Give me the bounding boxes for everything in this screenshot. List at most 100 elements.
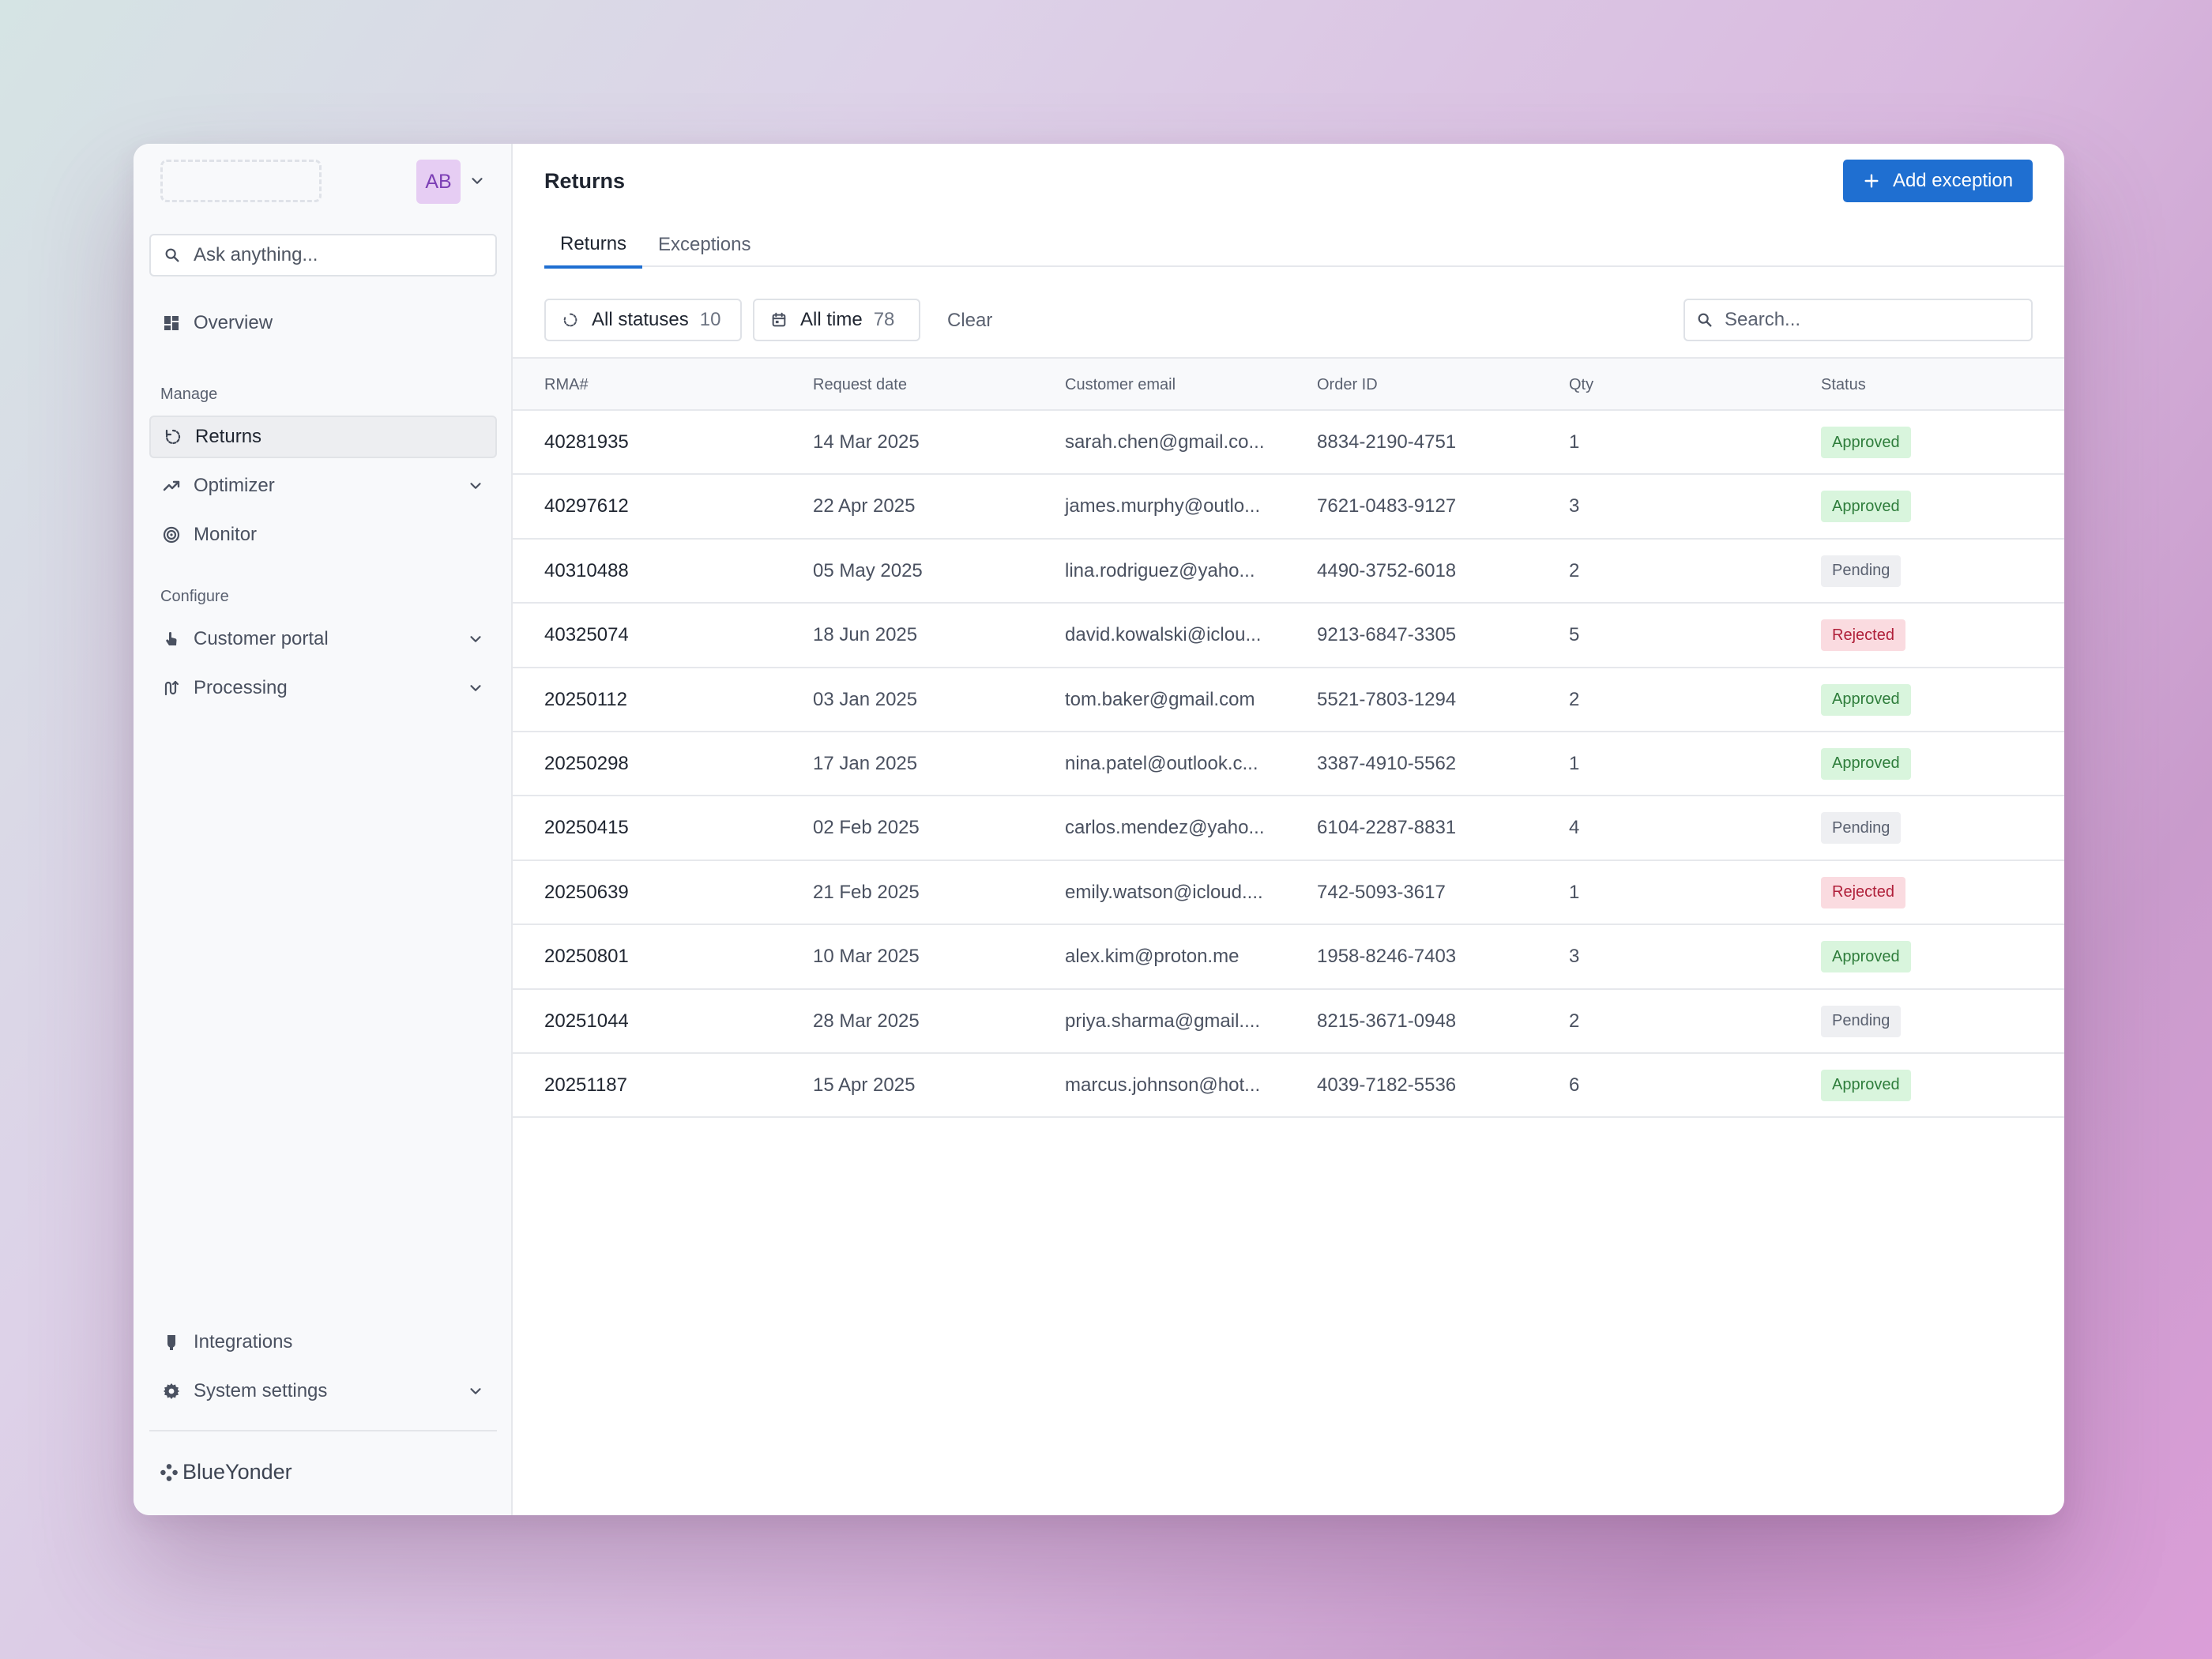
table-row[interactable]: 20251044 28 Mar 2025 priya.sharma@gmail...… bbox=[513, 990, 2064, 1054]
ask-anything-input[interactable] bbox=[194, 244, 486, 266]
chevron-down-icon[interactable] bbox=[467, 679, 484, 697]
customer-email: alex.kim@proton.me bbox=[1065, 946, 1240, 968]
table-row[interactable]: 20250801 10 Mar 2025 alex.kim@proton.me 195… bbox=[513, 925, 2064, 990]
rma-number: 20250298 bbox=[544, 752, 629, 774]
sidebar-item-label: System settings bbox=[194, 1380, 328, 1401]
sidebar-item-returns[interactable]: Returns bbox=[149, 416, 497, 458]
rma-number: 20250801 bbox=[544, 946, 629, 968]
order-id: 4039-7182-5536 bbox=[1317, 1074, 1457, 1096]
sidebar-item-optimizer[interactable]: Optimizer bbox=[149, 465, 497, 507]
order-id: 8215-3671-0948 bbox=[1317, 1010, 1457, 1032]
table-body: 40281935 14 Mar 2025 sarah.chen@gmail.co..… bbox=[513, 411, 2064, 1119]
status-badge: Rejected bbox=[1821, 876, 1905, 908]
chevron-down-icon[interactable] bbox=[467, 630, 484, 648]
quantity: 2 bbox=[1569, 688, 1580, 710]
table-search[interactable] bbox=[1683, 299, 2033, 341]
chevron-down-icon[interactable] bbox=[467, 477, 484, 495]
column-header-order-id[interactable]: Order ID bbox=[1317, 376, 1378, 393]
sidebar-item-system-settings[interactable]: System settings bbox=[149, 1370, 497, 1413]
plus-icon bbox=[1864, 174, 1879, 188]
page-title: Returns bbox=[544, 169, 626, 193]
request-date: 22 Apr 2025 bbox=[813, 495, 916, 517]
sidebar-item-monitor[interactable]: Monitor bbox=[149, 514, 497, 556]
table-row[interactable]: 20250415 02 Feb 2025 carlos.mendez@yaho...… bbox=[513, 796, 2064, 861]
table-row[interactable]: 40281935 14 Mar 2025 sarah.chen@gmail.co..… bbox=[513, 411, 2064, 476]
ask-anything-field[interactable] bbox=[149, 234, 497, 276]
request-date: 03 Jan 2025 bbox=[813, 688, 918, 710]
tab-returns[interactable]: Returns bbox=[544, 223, 643, 269]
column-header-request-date[interactable]: Request date bbox=[813, 376, 907, 393]
brand-name: BlueYonder bbox=[182, 1460, 292, 1484]
table-header: RMA# Request date Customer email Order I… bbox=[513, 357, 2064, 411]
column-header-rma[interactable]: RMA# bbox=[544, 376, 589, 393]
column-header-customer-email[interactable]: Customer email bbox=[1065, 376, 1176, 393]
brand-mark-icon bbox=[160, 1463, 178, 1481]
customer-email: lina.rodriguez@yaho... bbox=[1065, 559, 1255, 581]
table-row[interactable]: 40310488 05 May 2025 lina.rodriguez@yaho..… bbox=[513, 540, 2064, 604]
sidebar: AB Overview Manage Returns Optimizer Mon… bbox=[134, 144, 513, 1515]
table-row[interactable]: 20250112 03 Jan 2025 tom.baker@gmail.com 55… bbox=[513, 668, 2064, 732]
column-header-qty[interactable]: Qty bbox=[1569, 376, 1594, 393]
request-date: 05 May 2025 bbox=[813, 559, 923, 581]
table-row[interactable]: 20250298 17 Jan 2025 nina.patel@outlook.c.… bbox=[513, 732, 2064, 797]
avatar[interactable]: AB bbox=[416, 160, 461, 204]
rma-number: 20250639 bbox=[544, 881, 629, 903]
sidebar-item-label: Monitor bbox=[194, 524, 258, 545]
chevron-down-icon[interactable] bbox=[467, 1382, 484, 1400]
table-row[interactable]: 40297612 22 Apr 2025 james.murphy@outlo...… bbox=[513, 475, 2064, 540]
sidebar-item-integrations[interactable]: Integrations bbox=[149, 1321, 497, 1364]
status-filter-label: All statuses bbox=[592, 309, 689, 330]
rma-number: 20250112 bbox=[544, 688, 627, 710]
quantity: 3 bbox=[1569, 946, 1580, 968]
sidebar-item-customer-portal[interactable]: Customer portal bbox=[149, 618, 497, 660]
sidebar-item-label: Integrations bbox=[194, 1331, 293, 1352]
status-badge: Pending bbox=[1821, 1005, 1902, 1037]
status-badge: Approved bbox=[1821, 747, 1911, 780]
sidebar-item-label: Returns bbox=[195, 426, 262, 447]
customer-email: james.murphy@outlo... bbox=[1065, 495, 1261, 517]
flow-icon bbox=[162, 679, 181, 698]
customer-email: priya.sharma@gmail.... bbox=[1065, 1010, 1261, 1032]
brand-logo: BlueYonder bbox=[159, 1460, 292, 1484]
add-exception-button[interactable]: Add exception bbox=[1843, 160, 2033, 202]
app-window: AB Overview Manage Returns Optimizer Mon… bbox=[134, 144, 2064, 1515]
table-row[interactable]: 20251187 15 Apr 2025 marcus.johnson@hot...… bbox=[513, 1054, 2064, 1119]
customer-email: tom.baker@gmail.com bbox=[1065, 688, 1255, 710]
status-filter[interactable]: All statuses 10 bbox=[544, 299, 742, 341]
customer-email: david.kowalski@iclou... bbox=[1065, 624, 1262, 646]
status-badge: Approved bbox=[1821, 491, 1911, 523]
returns-icon bbox=[164, 427, 182, 446]
rma-number: 20251187 bbox=[544, 1074, 627, 1096]
filter-bar: All statuses 10 All time 78 Clear bbox=[544, 299, 2033, 341]
section-label-configure: Configure bbox=[160, 588, 229, 605]
status-badge: Rejected bbox=[1821, 619, 1905, 652]
quantity: 3 bbox=[1569, 495, 1580, 517]
clear-filters-button[interactable]: Clear bbox=[947, 310, 993, 331]
quantity: 1 bbox=[1569, 881, 1580, 903]
sidebar-item-processing[interactable]: Processing bbox=[149, 667, 497, 709]
status-filter-count: 10 bbox=[699, 309, 721, 330]
rma-number: 40310488 bbox=[544, 559, 629, 581]
time-filter[interactable]: All time 78 bbox=[753, 299, 920, 341]
search-icon bbox=[165, 248, 179, 262]
table-row[interactable]: 20250639 21 Feb 2025 emily.watson@icloud..… bbox=[513, 861, 2064, 926]
sidebar-item-label: Processing bbox=[194, 677, 288, 698]
rma-number: 40297612 bbox=[544, 495, 629, 517]
request-date: 18 Jun 2025 bbox=[813, 624, 918, 646]
table-row[interactable]: 40325074 18 Jun 2025 david.kowalski@iclou.… bbox=[513, 604, 2064, 668]
sidebar-item-overview[interactable]: Overview bbox=[149, 302, 497, 344]
tab-exceptions[interactable]: Exceptions bbox=[658, 234, 751, 255]
column-header-status[interactable]: Status bbox=[1821, 376, 1866, 393]
search-input[interactable] bbox=[1725, 309, 2025, 331]
customer-email: sarah.chen@gmail.co... bbox=[1065, 431, 1265, 453]
quantity: 5 bbox=[1569, 624, 1580, 646]
chevron-down-icon[interactable] bbox=[468, 172, 486, 190]
order-id: 742-5093-3617 bbox=[1317, 881, 1446, 903]
sidebar-item-label: Optimizer bbox=[194, 475, 275, 496]
hand-pointer-icon bbox=[162, 630, 181, 649]
quantity: 2 bbox=[1569, 1010, 1580, 1032]
quantity: 1 bbox=[1569, 431, 1580, 453]
section-label-manage: Manage bbox=[160, 386, 218, 403]
order-id: 6104-2287-8831 bbox=[1317, 817, 1457, 839]
request-date: 21 Feb 2025 bbox=[813, 881, 920, 903]
